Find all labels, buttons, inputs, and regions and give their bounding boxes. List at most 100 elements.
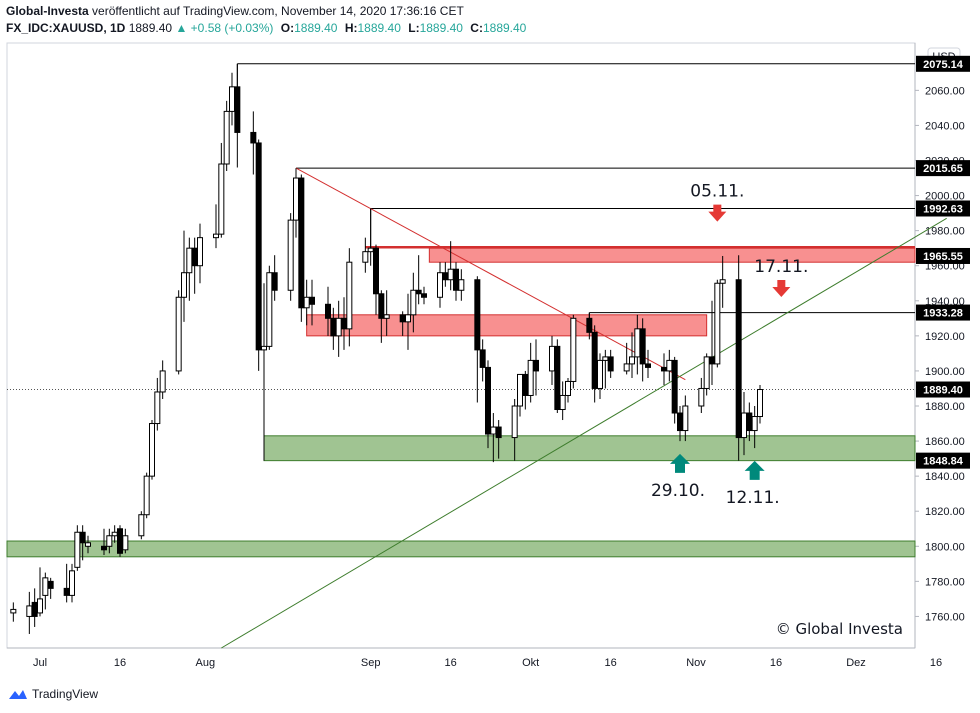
candle <box>570 314 577 389</box>
price-label-box <box>916 160 970 177</box>
candle-body-up <box>303 296 310 309</box>
y-tick-label: 1860.00 <box>925 436 965 448</box>
candle-body-down <box>330 317 337 337</box>
price-label: 1933.28 <box>923 308 963 320</box>
candle <box>298 174 305 322</box>
candle-body-down <box>63 587 70 596</box>
open-value: 1889.40 <box>294 21 338 35</box>
candle <box>623 342 630 375</box>
published-text: veröffentlicht auf TradingView.com, Nove… <box>92 4 464 18</box>
candle-body-down <box>645 363 651 368</box>
candle <box>149 420 155 480</box>
x-tick-label: 16 <box>114 657 126 669</box>
candle <box>309 279 315 326</box>
candle <box>751 406 758 449</box>
candle-body-up <box>74 531 81 568</box>
close-value: 1889.40 <box>482 21 527 35</box>
price-label-box <box>916 200 970 217</box>
candle-body-up <box>266 272 273 347</box>
candle-body-up <box>623 363 630 372</box>
candle <box>682 395 689 442</box>
candle-body-down <box>735 279 742 439</box>
candle-body-up <box>42 577 49 596</box>
candle <box>69 563 75 603</box>
candle <box>85 535 91 554</box>
candle-body-up <box>159 370 166 393</box>
tradingview-logo-icon <box>8 687 28 701</box>
candle-body-up <box>458 279 465 291</box>
candle <box>287 213 294 301</box>
x-tick-label: Aug <box>196 657 216 669</box>
candle-body-up <box>383 314 390 319</box>
x-tick-label: Jul <box>33 657 47 669</box>
candle-body-down <box>234 86 241 133</box>
low-label: L: <box>408 21 420 35</box>
candle-body-up <box>698 387 705 407</box>
price-label: 1992.63 <box>923 203 963 215</box>
candle-body-up <box>85 542 91 547</box>
candle <box>271 255 278 301</box>
candle-body-down <box>607 356 614 372</box>
candle <box>415 255 422 305</box>
candle-body-down <box>191 247 198 267</box>
y-tick-label: 1880.00 <box>925 401 965 413</box>
candle <box>37 567 43 617</box>
candle-body-up <box>154 391 161 425</box>
candle-body-down <box>661 366 667 372</box>
candle-body-up <box>634 328 641 358</box>
candle-body-up <box>405 314 411 323</box>
publish-info: Global-Investa veröffentlicht auf Tradin… <box>6 4 464 18</box>
x-tick-label: 16 <box>930 657 942 669</box>
symbol-info: FX_IDC:XAUUSD, 1D 1889.40 ▲ +0.58 (+0.03… <box>6 21 526 35</box>
copyright-watermark: © Global Investa <box>776 620 903 638</box>
candle <box>175 290 182 375</box>
candle-body-up <box>517 373 523 407</box>
y-tick-label: 1800.00 <box>925 541 965 553</box>
candle-body-up <box>629 356 635 365</box>
candle-body-down <box>522 373 529 396</box>
candle-body-down <box>298 177 305 309</box>
price-label-box <box>916 381 970 398</box>
candle <box>495 420 502 459</box>
candle <box>261 283 267 368</box>
candle-body-up <box>122 535 129 551</box>
y-tick-label: 2000.00 <box>925 191 965 203</box>
candle-body-up <box>346 261 353 330</box>
candle <box>629 332 635 378</box>
candle-body-down <box>250 131 257 144</box>
last-price: 1889.40 <box>128 21 173 35</box>
candle-body-down <box>709 356 715 365</box>
candle-body-up <box>293 177 299 221</box>
candle <box>122 528 129 554</box>
candle-body-up <box>261 345 267 351</box>
y-tick-label: 1900.00 <box>925 366 965 378</box>
candle <box>458 269 465 301</box>
candle <box>559 381 566 421</box>
price-label-box <box>916 452 970 469</box>
candle <box>234 63 241 168</box>
candle-body-down <box>677 412 683 432</box>
candle <box>421 286 427 305</box>
candle-body-down <box>415 289 422 295</box>
y-tick-label: 2040.00 <box>925 120 965 132</box>
candle <box>74 525 81 571</box>
support-zone <box>6 540 916 558</box>
x-tick-label: Sep <box>361 657 381 669</box>
candle-body-down <box>453 268 459 291</box>
candle <box>383 290 390 336</box>
candle-body-down <box>378 293 385 319</box>
candle-body-up <box>218 163 225 235</box>
candle-body-down <box>421 293 427 298</box>
candle <box>378 290 385 343</box>
candle-body-up <box>149 423 155 477</box>
x-tick-label: 16 <box>605 657 617 669</box>
candle-body-down <box>271 272 278 291</box>
candle-body-up <box>138 514 145 537</box>
candle <box>213 204 219 249</box>
tradingview-footer[interactable]: TradingView <box>8 687 98 701</box>
candle-body-down <box>255 142 262 351</box>
candle-body-down <box>117 528 123 554</box>
candle <box>410 272 417 333</box>
candle-body-up <box>229 86 235 112</box>
